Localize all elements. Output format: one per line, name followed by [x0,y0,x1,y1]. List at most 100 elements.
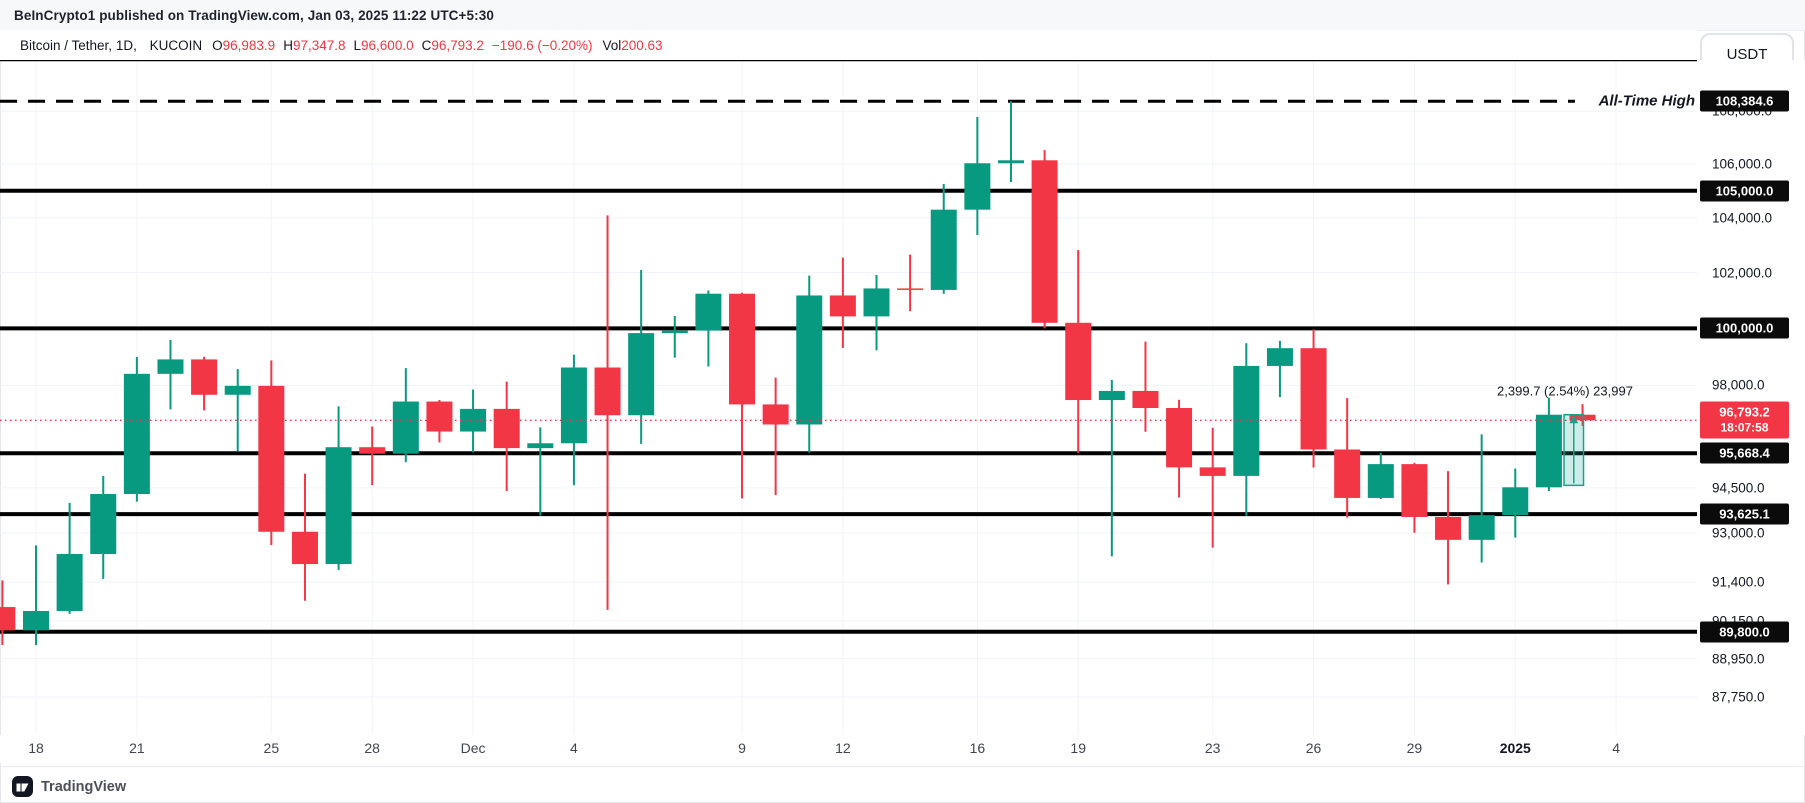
tradingview-logo-icon[interactable] [12,776,33,797]
measure-annotation[interactable]: 2,399.7 (2.54%) 23,997 [1497,383,1633,399]
candles [0,101,1596,646]
price-level-badge: 89,800.0 [1700,621,1789,643]
candle-body [1334,449,1361,498]
axis-separator [0,766,1805,767]
candle-body [829,295,856,317]
price-axis-label: 104,000.0 [1712,210,1773,226]
candle-body [628,333,655,416]
price-axis-label: 88,950.0 [1712,651,1765,667]
candle-body [90,494,117,555]
candle-body [1166,408,1193,468]
candle-body [23,610,49,631]
candle-body [460,408,487,432]
candle-body [493,408,520,449]
time-axis-label: 4 [570,740,578,756]
candle-body [291,531,318,565]
interval-label[interactable]: 1D, [115,37,137,53]
candle-body [258,385,285,532]
candle-body [157,359,184,374]
time-axis-label: 28 [364,740,380,756]
close-label: C [421,37,432,53]
candle-body [1468,515,1495,540]
candle-body [123,373,150,495]
time-axis-label: 18 [28,740,44,756]
open-value: 96,983.9 [222,37,276,53]
candle-body [930,209,957,290]
candle-body [560,367,587,444]
volume-label: Vol [602,37,622,53]
price-axis-label: 87,750.0 [1712,689,1765,705]
candle-body [1569,414,1596,421]
candle-body [224,385,251,395]
time-axis-label: 19 [1070,740,1087,756]
candle-body [1098,390,1125,401]
price-level-badge: 95,668.4 [1700,442,1789,464]
time-axis-label: 25 [263,740,280,756]
price-level-badge: 100,000.0 [1700,317,1789,339]
candle-body [0,607,16,631]
candle-body [997,160,1024,164]
gridlines [0,60,1697,735]
candle-body [359,447,386,454]
candle-body [964,163,991,210]
time-axis[interactable]: 18 21 25 28 Dec 4 9 12 16 19 23 26 29 2025 4 [0,735,1697,763]
high-label: H [283,37,293,53]
price-axis[interactable]: 108,000.0106,000.0104,000.0102,000.098,0… [1697,60,1805,735]
candle-body [527,443,554,449]
candle-body [1535,414,1562,488]
candle-body [1367,464,1394,498]
time-axis-label: 2025 [1499,740,1531,756]
close-value: 96,793.2 [431,37,484,53]
all-time-high-label[interactable]: All-Time High [1598,92,1695,110]
candle-body [1502,487,1529,516]
candle-body [1132,390,1159,409]
time-axis-label: 21 [129,740,145,756]
time-axis-label: 12 [835,740,851,756]
publish-text: BeInCrypto1 published on TradingView.com… [14,7,494,23]
time-axis-label: 4 [1612,740,1621,756]
time-axis-label: 26 [1305,740,1322,756]
candle-body [796,295,823,425]
candle-body [1401,464,1428,517]
footer: TradingView [12,776,126,797]
candle-body [325,447,352,565]
price-axis-label: 98,000.0 [1712,377,1765,393]
tradingview-brand-text[interactable]: TradingView [41,778,127,795]
candle-body [762,404,789,425]
price-axis-label: 106,000.0 [1712,156,1773,172]
measure-tool[interactable] [1563,413,1585,487]
price-level-badge: 105,000.0 [1700,180,1789,202]
candle-body [1300,348,1327,450]
time-axis-label: 23 [1204,740,1221,756]
low-label: L [353,37,362,53]
candle-body [1031,160,1058,323]
candle-body [1199,467,1226,476]
candle-body [191,359,218,395]
symbol-title[interactable]: Bitcoin / Tether, 1D, KUCOIN [20,37,203,53]
exchange-label: KUCOIN [149,37,203,53]
time-axis-label: Dec [460,740,486,756]
candle-body [56,554,83,611]
candle-body [729,293,756,405]
price-axis-label: 102,000.0 [1712,265,1773,280]
measure-arrow-head [1569,415,1579,424]
price-axis-label: 94,500.0 [1712,480,1765,496]
bar-countdown: 18:07:58 [1720,420,1769,435]
volume-value: 200.63 [621,37,663,53]
candle-body [695,293,722,331]
change-value: −190.6 (−0.20%) [491,37,593,53]
candle-body [661,330,688,334]
candle-body [1435,516,1462,540]
candle-body [392,401,419,454]
price-axis-label: 93,000.0 [1712,525,1765,541]
candle-body [1266,348,1293,366]
level-lines[interactable] [0,99,1697,634]
candle-body [1065,322,1092,401]
chart-legend[interactable]: Bitcoin / Tether, 1D, KUCOIN O 96,983.9 … [0,30,1697,60]
candle-body [863,288,890,317]
price-level-badge: 93,625.1 [1700,503,1789,525]
candle-body [594,367,621,416]
time-axis-label: 29 [1406,740,1423,756]
